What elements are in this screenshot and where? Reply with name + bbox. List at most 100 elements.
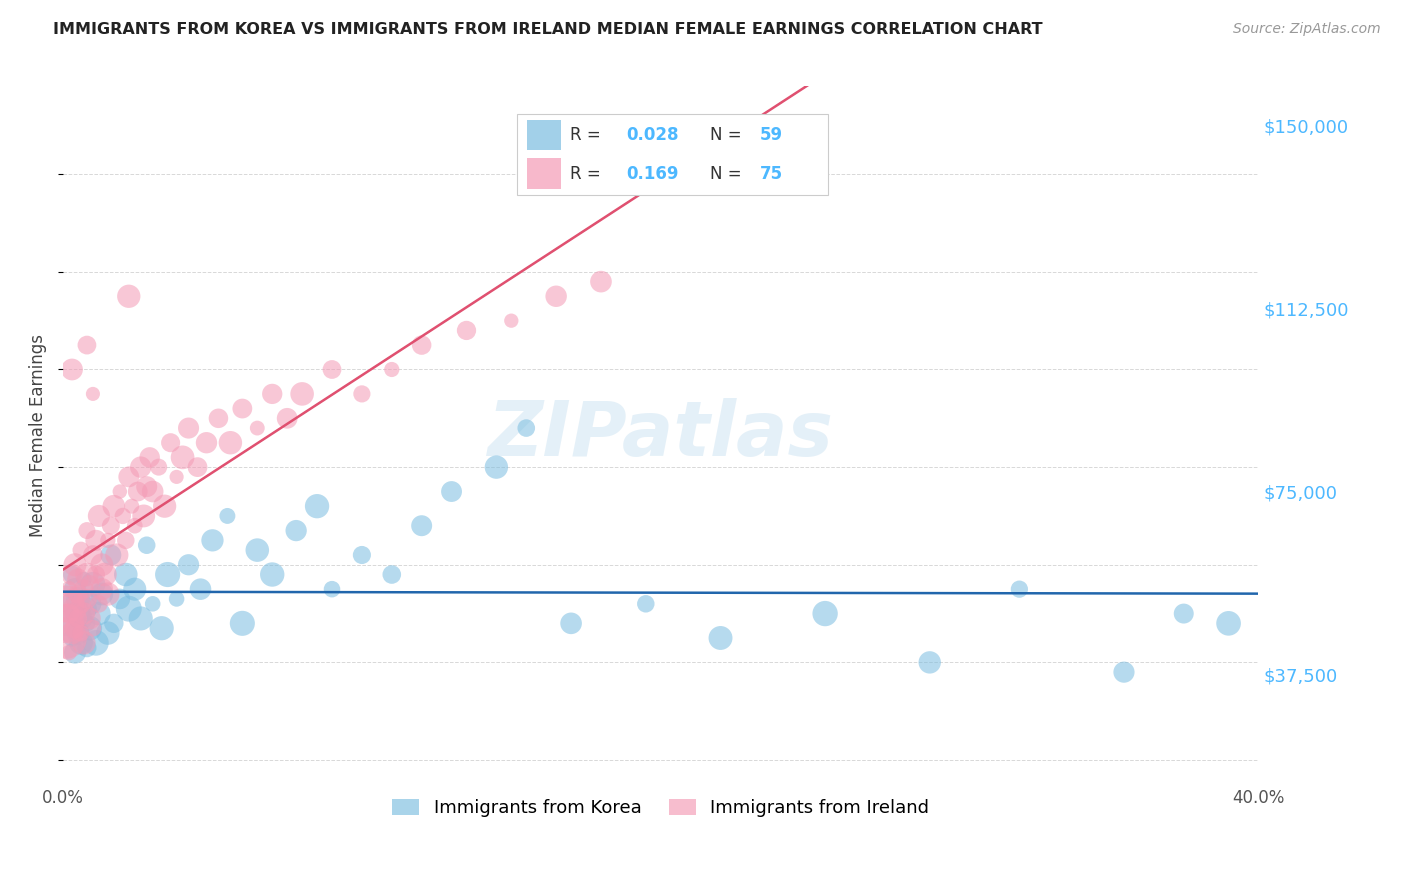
Point — [207, 411, 229, 425]
Point — [246, 543, 269, 558]
Point — [76, 640, 98, 655]
Point — [135, 480, 157, 494]
Point — [166, 470, 188, 484]
Point — [159, 435, 181, 450]
Point — [97, 533, 120, 548]
Point — [1218, 616, 1240, 631]
Point — [129, 460, 152, 475]
Point — [73, 601, 96, 615]
Point — [70, 626, 93, 640]
Point — [105, 548, 128, 562]
Point — [350, 548, 373, 562]
Point — [55, 597, 77, 611]
Point — [63, 646, 86, 660]
Point — [63, 601, 86, 615]
Point — [97, 626, 120, 640]
Point — [1173, 607, 1195, 621]
Point — [66, 573, 89, 587]
Point — [195, 435, 218, 450]
Point — [79, 621, 101, 635]
Point — [58, 582, 80, 596]
Point — [79, 611, 101, 625]
Point — [66, 607, 89, 621]
Point — [103, 499, 125, 513]
Point — [58, 607, 80, 621]
Point — [172, 450, 194, 465]
Point — [60, 591, 83, 606]
Text: Source: ZipAtlas.com: Source: ZipAtlas.com — [1233, 22, 1381, 37]
Point — [108, 484, 131, 499]
Point — [76, 524, 98, 538]
Point — [177, 558, 200, 572]
Point — [135, 538, 157, 552]
Point — [90, 582, 112, 596]
Point — [94, 567, 117, 582]
Point — [84, 567, 107, 582]
Point — [501, 314, 523, 328]
Legend: Immigrants from Korea, Immigrants from Ireland: Immigrants from Korea, Immigrants from I… — [385, 791, 936, 824]
Point — [63, 582, 86, 596]
Point — [76, 567, 98, 582]
Text: ZIPatlas: ZIPatlas — [488, 399, 834, 473]
Point — [100, 518, 122, 533]
Point — [124, 518, 146, 533]
Point — [70, 597, 93, 611]
Point — [515, 421, 537, 435]
Point — [217, 508, 239, 523]
Text: IMMIGRANTS FROM KOREA VS IMMIGRANTS FROM IRELAND MEDIAN FEMALE EARNINGS CORRELAT: IMMIGRANTS FROM KOREA VS IMMIGRANTS FROM… — [53, 22, 1043, 37]
Point — [55, 631, 77, 645]
Point — [60, 631, 83, 645]
Point — [546, 289, 568, 303]
Point — [76, 616, 98, 631]
Point — [350, 387, 373, 401]
Point — [66, 626, 89, 640]
Point — [276, 411, 298, 425]
Point — [114, 533, 136, 548]
Point — [63, 621, 86, 635]
Point — [100, 548, 122, 562]
Point — [634, 597, 657, 611]
Point — [66, 611, 89, 625]
Point — [73, 573, 96, 587]
Point — [153, 499, 176, 513]
Point — [132, 508, 155, 523]
Point — [246, 421, 269, 435]
Point — [82, 387, 104, 401]
Point — [79, 597, 101, 611]
Point — [142, 597, 165, 611]
Point — [485, 460, 508, 475]
Point — [63, 558, 86, 572]
Point — [231, 401, 253, 416]
Point — [84, 533, 107, 548]
Point — [82, 621, 104, 635]
Point — [87, 607, 110, 621]
Point — [124, 582, 146, 596]
Point — [150, 621, 173, 635]
Point — [103, 616, 125, 631]
Point — [148, 460, 170, 475]
Point — [114, 567, 136, 582]
Point — [73, 636, 96, 650]
Point — [55, 616, 77, 631]
Point — [118, 289, 141, 303]
Point — [58, 597, 80, 611]
Point — [97, 587, 120, 601]
Point — [70, 636, 93, 650]
Point — [190, 582, 212, 596]
Point — [70, 543, 93, 558]
Point — [58, 646, 80, 660]
Point — [1112, 665, 1135, 680]
Point — [440, 484, 463, 499]
Point — [118, 601, 141, 615]
Point — [127, 484, 149, 499]
Point — [177, 421, 200, 435]
Point — [231, 616, 253, 631]
Point — [90, 558, 112, 572]
Point — [321, 362, 343, 376]
Point — [709, 631, 731, 645]
Point — [82, 548, 104, 562]
Point — [66, 591, 89, 606]
Point — [87, 597, 110, 611]
Point — [186, 460, 208, 475]
Point — [82, 577, 104, 591]
